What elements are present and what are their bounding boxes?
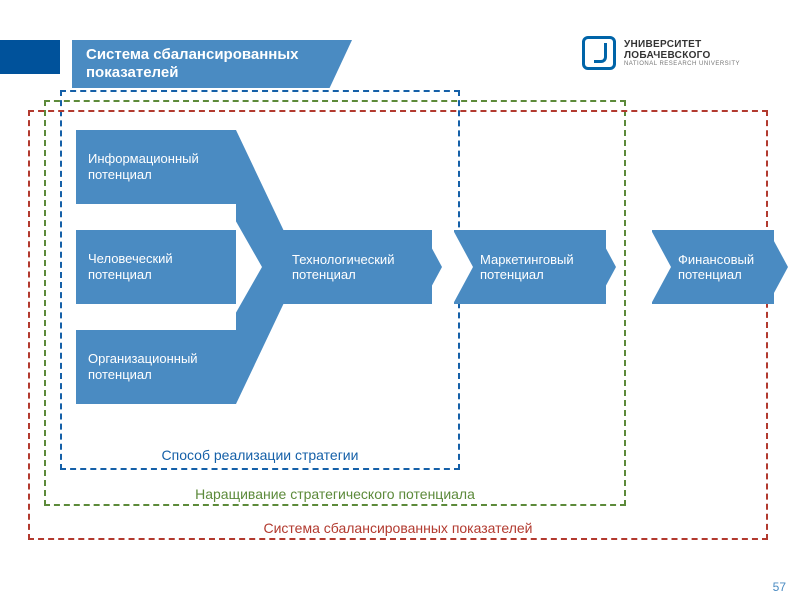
arrow-notch: [651, 230, 671, 304]
potential-box-row2-1: Маркетинговый потенциал: [454, 230, 606, 304]
potential-box-col1-1: Человеческий потенциал: [76, 230, 236, 304]
header-title-wrap: Система сбалансированных показателей: [72, 40, 352, 88]
logo-line2: ЛОБАЧЕВСКОГО: [624, 50, 740, 61]
university-logo-text: УНИВЕРСИТЕТ ЛОБАЧЕВСКОГО NATIONAL RESEAR…: [624, 39, 740, 67]
arrow-notch: [453, 230, 473, 304]
arrow-tip: [768, 230, 788, 304]
header-accent-bar: [0, 40, 60, 74]
page-number: 57: [773, 580, 786, 594]
slide-title: Система сбалансированных показателей: [72, 40, 352, 88]
potential-box-col1-2: Организационный потенциал: [76, 330, 236, 404]
potential-box-row2-0: Технологический потенциал: [280, 230, 432, 304]
logo-line1: УНИВЕРСИТЕТ: [624, 39, 740, 50]
balanced-scorecard-diagram: Способ реализации стратегииНаращивание с…: [20, 90, 780, 570]
logo-subtitle: NATIONAL RESEARCH UNIVERSITY: [624, 61, 740, 67]
potential-box-row2-2: Финансовый потенциал: [652, 230, 774, 304]
potential-box-col1-0: Информационный потенциал: [76, 130, 236, 204]
frame-label-red: Система сбалансированных показателей: [30, 520, 766, 536]
university-logo-icon: [582, 36, 616, 70]
university-logo: УНИВЕРСИТЕТ ЛОБАЧЕВСКОГО NATIONAL RESEAR…: [582, 36, 740, 70]
